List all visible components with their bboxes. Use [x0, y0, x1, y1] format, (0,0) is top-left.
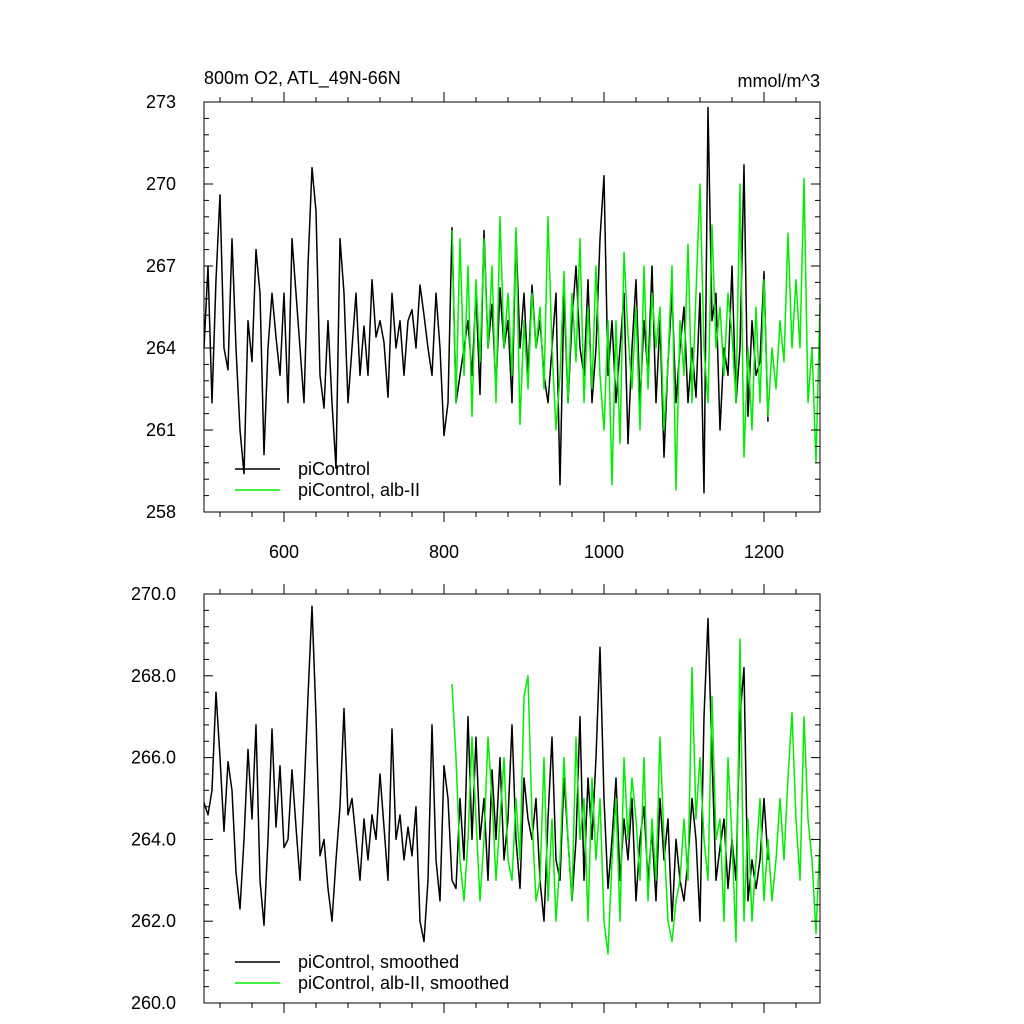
- legend-label-picontrol-alb-ii-smoothed: piControl, alb-II, smoothed: [298, 973, 509, 993]
- top-panel-x-tick-label: 1200: [744, 542, 784, 562]
- top-panel-x-tick-label: 1000: [584, 542, 624, 562]
- bottom-panel-series-picontrol-alb-ii: [451, 638, 821, 955]
- top-panel-y-tick-label: 258: [146, 502, 176, 522]
- bottom-panel-y-tick-label: 266.0: [131, 748, 176, 768]
- top-panel-y-tick-label: 267: [146, 256, 176, 276]
- top-panel-y-tick-label: 264: [146, 338, 176, 358]
- bottom-panel-y-tick-label: 264.0: [131, 829, 176, 849]
- top-panel-frame: [203, 101, 821, 513]
- top-panel-y-tick-label: 273: [146, 92, 176, 112]
- top-panel-series-picontrol-alb-ii: [451, 177, 821, 491]
- bottom-panel-y-tick-label: 260.0: [131, 993, 176, 1013]
- top-panel-y-tick-label: 270: [146, 174, 176, 194]
- top-panel-y-tick-label: 261: [146, 420, 176, 440]
- top-panel-legend: piControl piControl, alb-II: [235, 459, 420, 500]
- bottom-panel-y-tick-label: 262.0: [131, 911, 176, 931]
- bottom-panel-series-picontrol: [203, 605, 769, 943]
- bottom-panel-frame: [203, 593, 821, 1004]
- bottom-panel-y-tick-label: 268.0: [131, 666, 176, 686]
- legend-label-picontrol-alb-ii: piControl, alb-II: [298, 480, 420, 500]
- bottom-panel-legend: piControl, smoothed piControl, alb-II, s…: [235, 952, 509, 993]
- top-panel-x-tick-label: 600: [269, 542, 299, 562]
- top-panel-units: mmol/m^3: [738, 71, 820, 91]
- legend-label-picontrol: piControl: [298, 459, 370, 479]
- top-panel-x-tick-label: 800: [429, 542, 459, 562]
- bottom-panel-y-tick-label: 270.0: [131, 584, 176, 604]
- top-panel-title: 800m O2, ATL_49N-66N: [204, 68, 401, 89]
- legend-label-picontrol-smoothed: piControl, smoothed: [298, 952, 459, 972]
